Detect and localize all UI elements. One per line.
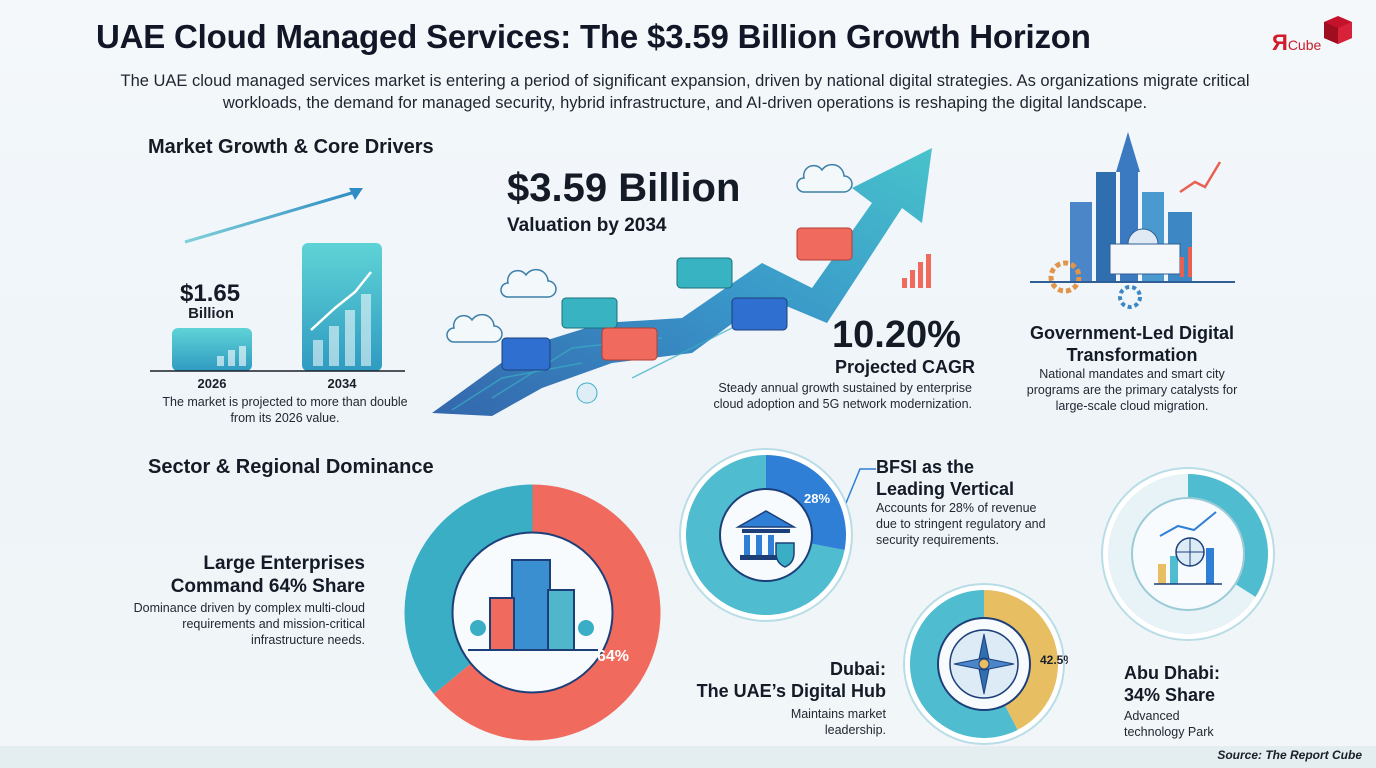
cagr-sub: Projected CAGR <box>835 357 976 377</box>
enterprises-pct-label: 64% <box>597 648 629 665</box>
gear-icon-2 <box>1118 285 1142 309</box>
bfsi-pct-label: 28% <box>804 491 830 506</box>
enterprises-note: Dominance driven by complex multi-cloud … <box>133 601 365 647</box>
bar-icon-1 <box>1180 257 1184 277</box>
bfsi-title: BFSI as the Leading Vertical <box>876 457 1015 499</box>
intro-text: The UAE cloud managed services market is… <box>120 72 1250 112</box>
dubai-title: Dubai: The UAE’s Digital Hub <box>696 659 886 701</box>
year-2034-label: 2034 <box>327 376 357 391</box>
section-heading-sector: Sector & Regional Dominance <box>148 456 434 478</box>
dubai-donut: 42.5% <box>903 583 1068 745</box>
bfsi-donut-hole <box>719 488 813 582</box>
year-2026-label: 2026 <box>197 376 227 391</box>
rising-arrow-illustration <box>432 148 932 416</box>
growth-arrow-head <box>349 188 363 200</box>
gear-icon <box>1048 260 1082 294</box>
section-heading-growth: Market Growth & Core Drivers <box>148 136 434 158</box>
value-2026: $1.65 <box>180 280 241 307</box>
bar-2034-trend <box>310 271 372 331</box>
big-arrow-body <box>432 148 932 416</box>
office-building-icon <box>468 559 598 651</box>
cloud-icons <box>446 163 853 343</box>
government-title: Government-Led Digital Transformation <box>1029 323 1235 365</box>
trend-arrow-icon <box>1179 161 1222 194</box>
abudhabi-note: Advanced technology Park <box>1124 709 1214 739</box>
cube-logo-icon <box>1324 16 1352 44</box>
enterprises-donut: 64% <box>404 484 661 741</box>
abudhabi-donut <box>1101 467 1275 641</box>
mini-bar-chart-icon <box>902 254 931 288</box>
bar-icon-2 <box>1188 247 1192 277</box>
source-label: Source: The Report Cube <box>1217 748 1362 762</box>
brand-logo: ЯCube <box>1268 16 1358 60</box>
cagr-note: Steady annual growth sustained by enterp… <box>713 381 973 411</box>
bfsi-connector <box>846 468 876 504</box>
abudhabi-title: Abu Dhabi: 34% Share <box>1124 663 1220 705</box>
footer-strip <box>0 746 1376 768</box>
smart-city-illustration <box>1030 132 1235 309</box>
bfsi-note: Accounts for 28% of revenue due to strin… <box>876 501 1046 547</box>
enterprises-title: Large Enterprises Command 64% Share <box>170 553 365 597</box>
dubai-pct-label: 42.5% <box>1040 653 1068 667</box>
government-note: National mandates and smart city program… <box>1026 367 1238 413</box>
pie-chart-icon <box>576 382 598 404</box>
dubai-note: Maintains market leadership. <box>790 707 886 737</box>
bank-shield-icon <box>735 510 797 568</box>
bar-2026-mini-chart <box>217 346 246 366</box>
valuation-sub: Valuation by 2034 <box>507 215 667 236</box>
globe-chart-icon <box>1154 511 1222 585</box>
server-blocks <box>501 227 853 371</box>
page-title: UAE Cloud Managed Services: The $3.59 Bi… <box>96 18 1091 55</box>
valuation-value: $3.59 Billion <box>507 166 741 210</box>
city-buildings <box>1070 132 1192 282</box>
bfsi-donut: 28% <box>679 448 853 622</box>
growth-bars-illustration <box>150 188 405 372</box>
compass-icon <box>949 629 1019 699</box>
growth-note: The market is projected to more than dou… <box>162 395 408 425</box>
bar-2034-mini-chart <box>313 294 371 366</box>
value-2026-unit: Billion <box>188 305 234 322</box>
cagr-value: 10.20% <box>832 314 961 356</box>
logo-text: ЯCube <box>1272 30 1322 55</box>
growth-arrow-line <box>184 190 356 244</box>
